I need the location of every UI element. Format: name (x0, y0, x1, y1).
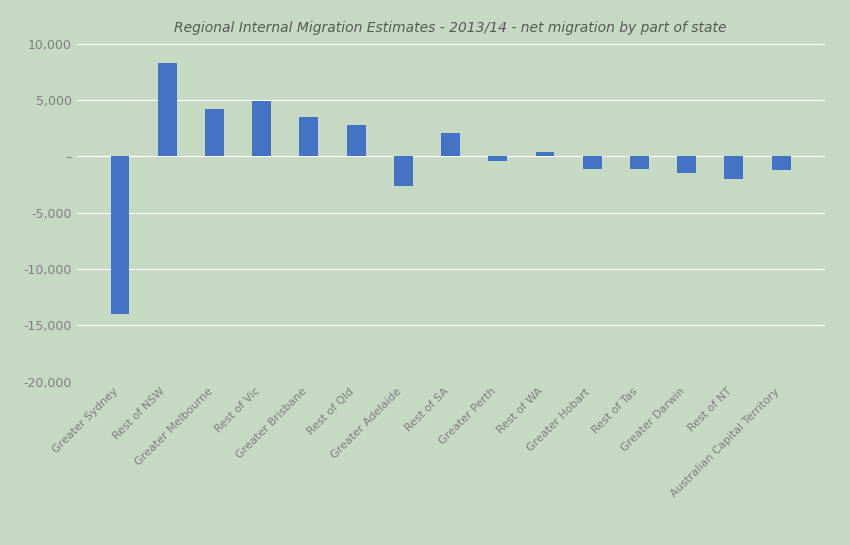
Bar (677, 156, 696, 173)
Bar (299, 117, 318, 156)
Bar (536, 152, 554, 156)
Title: Regional Internal Migration Estimates - 2013/14 - net migration by part of state: Regional Internal Migration Estimates - … (174, 21, 727, 35)
Bar (724, 156, 743, 179)
Bar (488, 156, 507, 161)
Bar (205, 109, 224, 156)
Bar (394, 156, 413, 185)
Bar (630, 156, 649, 168)
Bar (583, 156, 602, 168)
Bar (252, 101, 271, 156)
Bar (158, 63, 177, 156)
Bar (772, 156, 791, 169)
Bar (110, 156, 129, 314)
Bar (347, 125, 366, 156)
Bar (441, 132, 460, 156)
